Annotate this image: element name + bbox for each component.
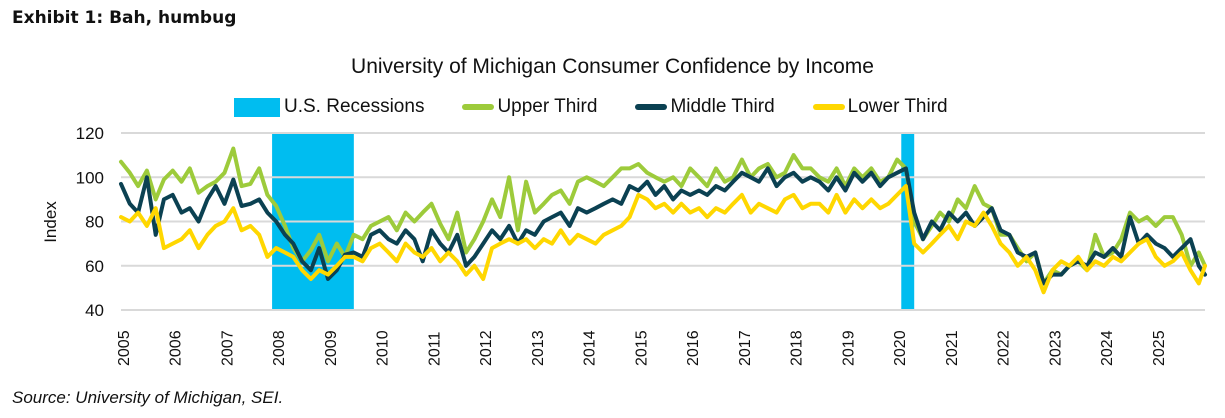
x-tick-label: 2022: [996, 330, 1013, 366]
x-tick-label: 2021: [944, 330, 961, 366]
x-tick-label: 2025: [1151, 330, 1168, 366]
x-tick-label: 2020: [892, 330, 909, 366]
y-tick-label: 120: [76, 124, 104, 143]
x-tick-label: 2014: [582, 330, 599, 366]
y-axis-label: Index: [41, 201, 60, 243]
x-tick-label: 2010: [375, 330, 392, 366]
series-lines: [119, 146, 1207, 295]
legend-item-middle: Middle Third: [635, 96, 775, 118]
legend-swatch-recessions: [234, 97, 280, 117]
x-tick-label: 2011: [426, 331, 443, 366]
x-tick-label: 2024: [1099, 330, 1116, 366]
series-line-lower-third: [119, 184, 1207, 295]
legend-item-recessions: U.S. Recessions: [234, 96, 424, 118]
x-tick-label: 2023: [1047, 330, 1064, 366]
x-tick-label: 2007: [219, 330, 236, 366]
source-note: Source: University of Michigan, SEI.: [12, 388, 284, 407]
y-tick-label: 40: [85, 301, 104, 320]
x-tick-label: 2017: [737, 330, 754, 366]
legend-item-upper: Upper Third: [462, 96, 597, 118]
x-tick-label: 2006: [168, 330, 185, 366]
chart-title: University of Michigan Consumer Confiden…: [351, 55, 874, 78]
y-tick-label: 80: [85, 213, 104, 232]
legend: U.S. Recessions Upper Third Middle Third…: [234, 96, 986, 118]
legend-label-middle: Middle Third: [670, 96, 775, 117]
x-tick-label: 2008: [271, 330, 288, 366]
legend-swatch-upper: [462, 104, 495, 110]
x-tick-label: 2015: [633, 330, 650, 366]
y-tick-label: 100: [76, 168, 104, 187]
x-tick-label: 2019: [840, 330, 857, 366]
x-tick-labels: 2005 2006 2007 2008 2009 2010 2011 2012 2013 2014…: [116, 330, 1168, 366]
x-tick-label: 2009: [323, 330, 340, 366]
exhibit-title: Exhibit 1: Bah, humbug: [12, 8, 237, 28]
y-tick-label: 60: [85, 257, 104, 276]
x-tick-label: 2018: [789, 330, 806, 366]
x-tick-label: 2016: [685, 330, 702, 366]
legend-swatch-lower: [812, 104, 845, 110]
legend-label-upper: Upper Third: [497, 96, 598, 117]
gridlines: [121, 132, 1205, 311]
legend-swatch-middle: [635, 104, 668, 110]
legend-label-recessions: U.S. Recessions: [284, 96, 425, 117]
x-tick-label: 2005: [116, 330, 133, 366]
y-tick-labels: 40 60 80 100 120: [76, 124, 104, 320]
x-tick-label: 2013: [530, 330, 547, 366]
legend-label-lower: Lower Third: [847, 96, 948, 117]
x-tick-label: 2012: [478, 330, 495, 366]
legend-item-lower: Lower Third: [812, 96, 948, 118]
